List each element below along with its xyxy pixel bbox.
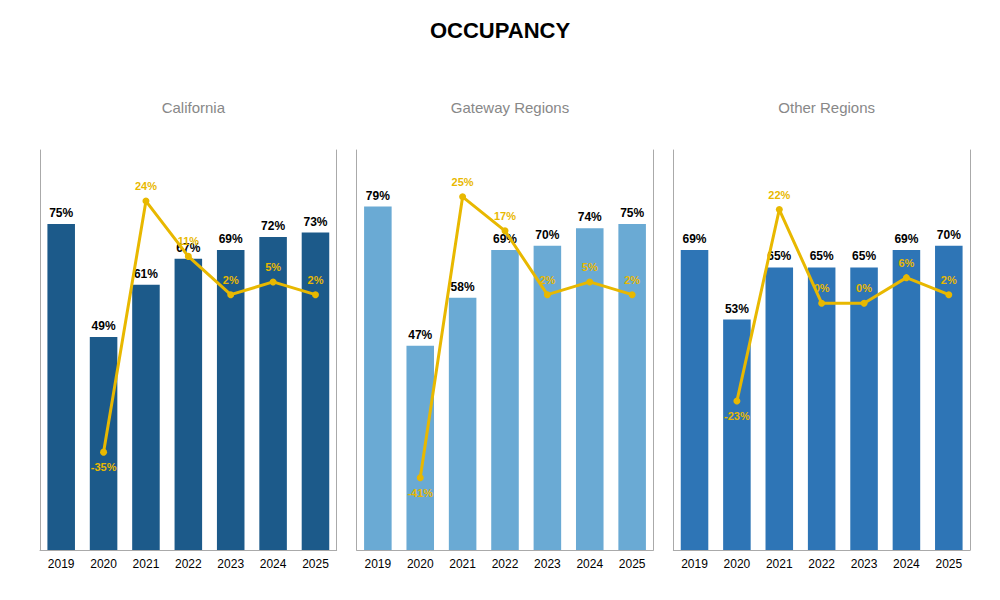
- svg-text:California: California: [162, 99, 226, 116]
- svg-text:Other Regions: Other Regions: [778, 99, 875, 116]
- svg-text:22%: 22%: [768, 189, 790, 201]
- svg-text:5%: 5%: [265, 261, 281, 273]
- svg-text:69%: 69%: [493, 232, 517, 246]
- svg-text:69%: 69%: [683, 232, 707, 246]
- svg-text:2021: 2021: [449, 557, 476, 571]
- svg-text:49%: 49%: [92, 319, 116, 333]
- svg-text:2024: 2024: [260, 557, 287, 571]
- svg-text:OCCUPANCY: OCCUPANCY: [430, 18, 570, 43]
- svg-text:2%: 2%: [624, 274, 640, 286]
- svg-text:-23%: -23%: [724, 410, 750, 422]
- svg-text:Gateway Regions: Gateway Regions: [451, 99, 569, 116]
- svg-text:75%: 75%: [620, 206, 644, 220]
- svg-text:2020: 2020: [724, 557, 751, 571]
- svg-text:17%: 17%: [494, 210, 516, 222]
- svg-text:0%: 0%: [856, 282, 872, 294]
- svg-text:24%: 24%: [135, 180, 157, 192]
- svg-text:2023: 2023: [851, 557, 878, 571]
- svg-text:2024: 2024: [576, 557, 603, 571]
- svg-text:69%: 69%: [219, 232, 243, 246]
- svg-text:75%: 75%: [49, 206, 73, 220]
- svg-text:53%: 53%: [725, 302, 749, 316]
- svg-text:47%: 47%: [408, 328, 432, 342]
- svg-text:79%: 79%: [366, 189, 390, 203]
- svg-text:70%: 70%: [535, 228, 559, 242]
- svg-text:2%: 2%: [539, 274, 555, 286]
- svg-text:2%: 2%: [308, 274, 324, 286]
- svg-text:2019: 2019: [48, 557, 75, 571]
- svg-text:2023: 2023: [217, 557, 244, 571]
- svg-text:72%: 72%: [261, 219, 285, 233]
- svg-text:2025: 2025: [619, 557, 646, 571]
- svg-text:65%: 65%: [767, 249, 792, 264]
- svg-text:2023: 2023: [534, 557, 561, 571]
- svg-text:2021: 2021: [766, 557, 793, 571]
- svg-text:5%: 5%: [582, 261, 598, 273]
- svg-text:65%: 65%: [810, 249, 834, 263]
- svg-text:6%: 6%: [898, 257, 914, 269]
- svg-text:2020: 2020: [407, 557, 434, 571]
- svg-text:74%: 74%: [578, 210, 602, 224]
- svg-text:65%: 65%: [852, 249, 876, 263]
- svg-text:73%: 73%: [303, 215, 327, 229]
- svg-text:25%: 25%: [452, 176, 474, 188]
- svg-text:2021: 2021: [133, 557, 160, 571]
- svg-text:2022: 2022: [808, 557, 835, 571]
- svg-text:2022: 2022: [492, 557, 519, 571]
- svg-text:2019: 2019: [681, 557, 708, 571]
- svg-text:2019: 2019: [365, 557, 392, 571]
- svg-text:2%: 2%: [223, 274, 239, 286]
- svg-text:61%: 61%: [134, 267, 158, 281]
- svg-text:2024: 2024: [893, 557, 920, 571]
- svg-text:-35%: -35%: [91, 461, 117, 473]
- svg-text:2025: 2025: [302, 557, 329, 571]
- svg-text:69%: 69%: [894, 232, 918, 246]
- svg-text:-41%: -41%: [407, 487, 433, 499]
- svg-text:0%: 0%: [814, 282, 830, 294]
- svg-text:70%: 70%: [937, 228, 961, 242]
- svg-text:2022: 2022: [175, 557, 202, 571]
- svg-text:58%: 58%: [451, 280, 475, 294]
- svg-text:2020: 2020: [90, 557, 117, 571]
- svg-text:11%: 11%: [178, 235, 200, 247]
- svg-text:2%: 2%: [941, 274, 957, 286]
- svg-text:2025: 2025: [935, 557, 962, 571]
